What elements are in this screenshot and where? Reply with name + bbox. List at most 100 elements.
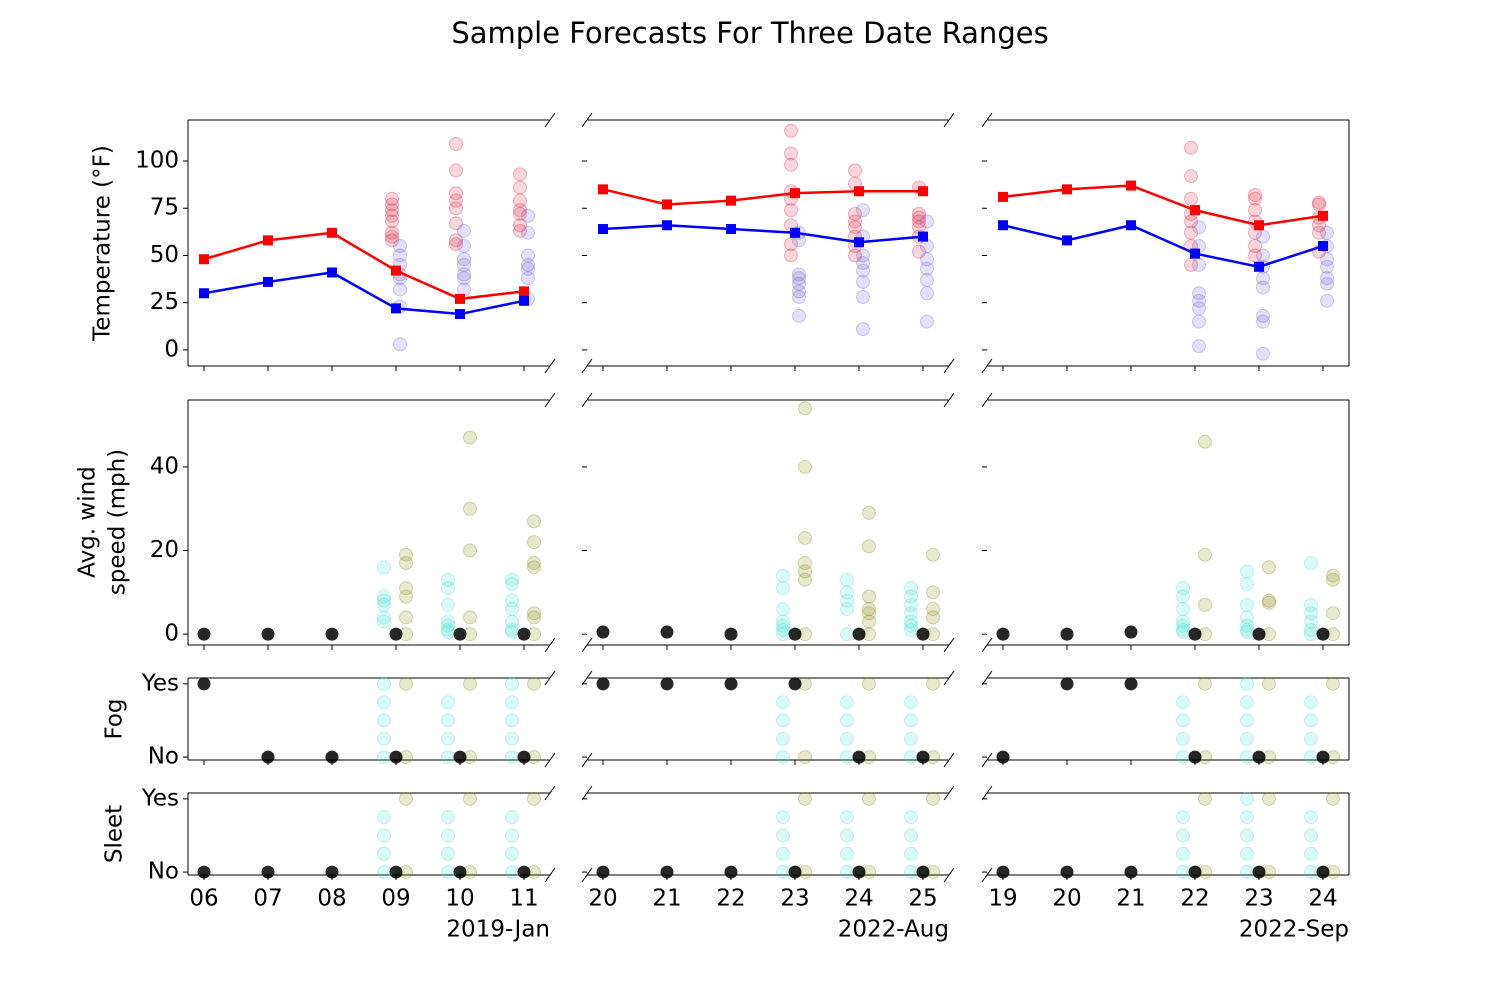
observed-point [325, 865, 339, 879]
forecast-point [399, 610, 413, 625]
forecast-point [513, 180, 527, 195]
forecast-point [393, 248, 407, 263]
forecast-point [856, 274, 870, 289]
forecast-point [862, 505, 876, 520]
y-tick-label: 25 [150, 289, 179, 315]
forecast-point [377, 865, 391, 880]
observed-point [660, 625, 674, 639]
forecast-point [1304, 627, 1318, 642]
forecast-point [1240, 695, 1254, 710]
axis-break [544, 112, 556, 128]
forecast-point [776, 750, 790, 765]
point-marker [1062, 184, 1072, 195]
point-marker [391, 303, 401, 314]
forecast-point [920, 314, 934, 329]
forecast-point [1304, 622, 1318, 637]
forecast-point [377, 614, 391, 629]
forecast-point [441, 810, 455, 825]
forecast-point [521, 257, 535, 272]
forecast-point [1240, 810, 1254, 825]
forecast-point [1256, 229, 1270, 244]
axis-break [981, 752, 993, 768]
forecast-point [904, 589, 918, 604]
axis-break [544, 392, 556, 408]
date-range-label: 2022-Aug [838, 917, 949, 943]
forecast-point [1262, 593, 1276, 608]
forecast-point [393, 337, 407, 352]
observed-point [1252, 865, 1266, 879]
forecast-point [1240, 828, 1254, 843]
forecast-point [377, 610, 391, 625]
forecast-point [920, 286, 934, 301]
observed-point [197, 865, 211, 879]
forecast-point [1240, 731, 1254, 746]
observed-point [1188, 750, 1202, 764]
axis-break [943, 112, 955, 128]
forecast-point [904, 622, 918, 637]
forecast-point [505, 695, 519, 710]
forecast-point [1192, 314, 1206, 329]
forecast-point [912, 206, 926, 221]
y-tick-label: Yes [141, 785, 179, 811]
forecast-point [1320, 276, 1334, 291]
forecast-point [441, 622, 455, 637]
observed-point [261, 750, 275, 764]
observed-point [389, 750, 403, 764]
observed-point [389, 627, 403, 641]
forecast-point [776, 828, 790, 843]
forecast-point [840, 828, 854, 843]
point-marker [726, 195, 736, 206]
forecast-point [912, 214, 926, 229]
x-tick-label: 20 [588, 886, 617, 912]
axis-break [981, 637, 993, 653]
point-marker [519, 295, 529, 306]
forecast-point [527, 791, 541, 806]
forecast-point [457, 223, 471, 238]
observed-point [660, 677, 674, 691]
forecast-point [848, 248, 862, 263]
point-marker [1318, 210, 1328, 221]
forecast-point [1326, 606, 1340, 621]
x-tick-label: 24 [1308, 886, 1337, 912]
forecast-point [1320, 252, 1334, 267]
forecast-point [856, 290, 870, 305]
axis-break [943, 358, 955, 374]
forecast-point [505, 750, 519, 765]
forecast-point [776, 618, 790, 633]
forecast-point [505, 625, 519, 640]
forecast-point [1176, 713, 1190, 728]
forecast-point [505, 676, 519, 691]
forecast-point [457, 271, 471, 286]
forecast-point [776, 731, 790, 746]
forecast-point [856, 263, 870, 278]
observed-point [596, 677, 610, 691]
line-series [203, 271, 525, 316]
observed-point [916, 750, 930, 764]
forecast-point [527, 514, 541, 529]
axis-break [981, 358, 993, 374]
forecast-point [848, 220, 862, 235]
forecast-point [441, 731, 455, 746]
forecast-point [527, 535, 541, 550]
observed-point [197, 677, 211, 691]
forecast-point [377, 695, 391, 710]
forecast-point [1198, 434, 1212, 449]
forecast-point [798, 556, 812, 571]
forecast-point [441, 581, 455, 596]
axis-break [544, 637, 556, 653]
forecast-point [1256, 308, 1270, 323]
x-tick-label: 21 [1116, 886, 1145, 912]
forecast-point [784, 203, 798, 218]
axis-break [544, 670, 556, 686]
forecast-point [505, 810, 519, 825]
forecast-point [904, 695, 918, 710]
forecast-point [1240, 713, 1254, 728]
forecast-point [399, 581, 413, 596]
observed-point [724, 627, 738, 641]
forecast-point [385, 208, 399, 223]
forecast-point [856, 248, 870, 263]
forecast-point [513, 167, 527, 182]
forecast-point [1248, 203, 1262, 218]
forecast-point [1192, 220, 1206, 235]
